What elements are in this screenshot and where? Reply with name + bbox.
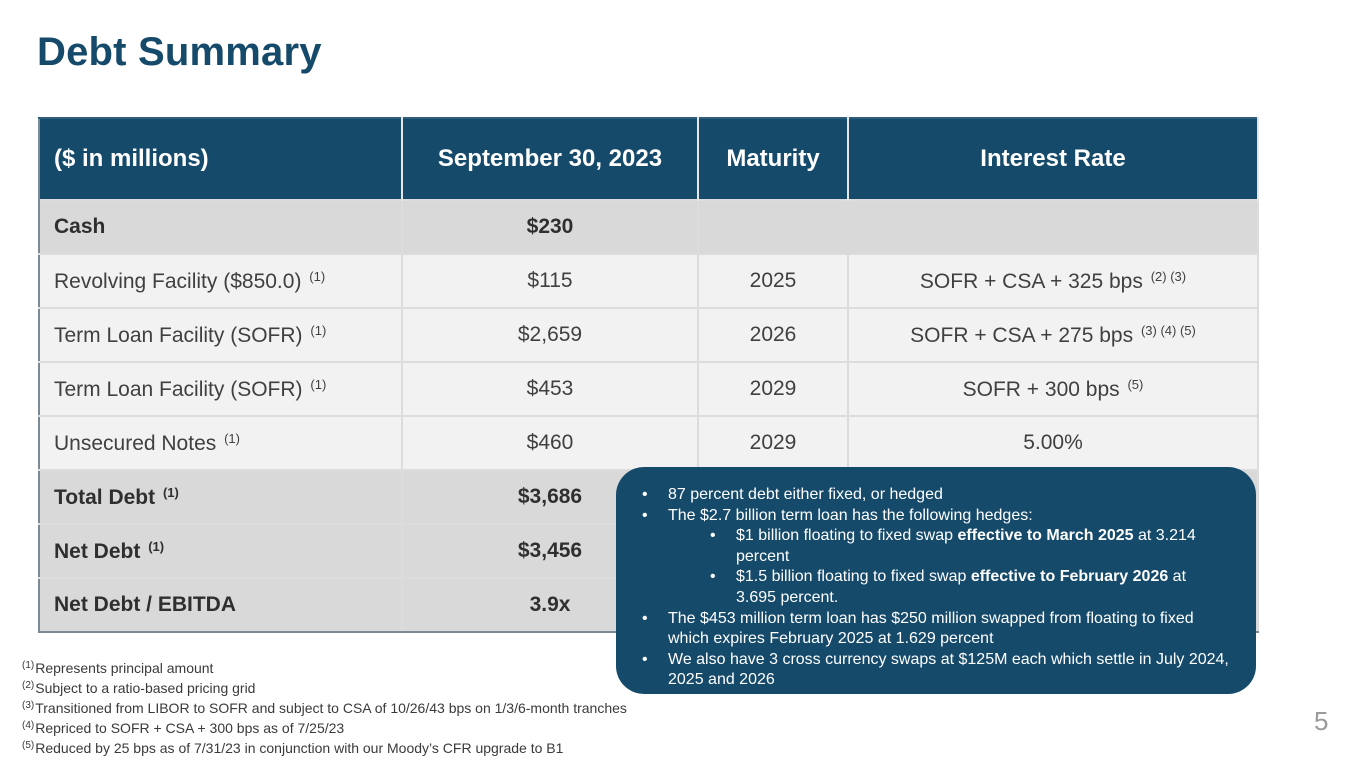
callout-bullet: 87 percent debt either fixed, or hedged <box>642 485 1230 506</box>
header-interest-rate: Interest Rate <box>847 117 1259 200</box>
row-rate: 5.00% <box>847 415 1259 471</box>
callout-bullet: We also have 3 cross currency swaps at $… <box>642 650 1230 691</box>
footnote: (5)Reduced by 25 bps as of 7/31/23 in co… <box>22 740 564 756</box>
row-label: Total Debt (1) <box>38 469 403 525</box>
footnotes: (1)Represents principal amount (2)Subjec… <box>22 657 627 757</box>
table-row-cash: Cash $230 <box>38 199 1259 255</box>
footnote: (3)Transitioned from LIBOR to SOFR and s… <box>22 700 627 716</box>
footnote-ref: (1) <box>148 538 165 554</box>
footnote-ref: (1) <box>310 376 327 392</box>
table-row: Term Loan Facility (SOFR) (1) $2,659 202… <box>38 307 1259 363</box>
callout-bullet: The $2.7 billion term loan has the follo… <box>642 506 1230 527</box>
row-maturity: 2029 <box>697 361 849 417</box>
table-row: Term Loan Facility (SOFR) (1) $453 2029 … <box>38 361 1259 417</box>
footnote-ref: (1) <box>224 430 240 446</box>
footnote: (4)Repriced to SOFR + CSA + 300 bps as o… <box>22 720 345 736</box>
table-header-row: ($ in millions) September 30, 2023 Matur… <box>38 117 1259 200</box>
header-maturity: Maturity <box>697 117 849 200</box>
footnote-ref: (1) <box>309 268 326 284</box>
row-amount: $453 <box>401 361 699 417</box>
page-title: Debt Summary <box>37 30 322 74</box>
header-units: ($ in millions) <box>38 117 403 200</box>
row-label: Cash <box>38 199 403 255</box>
table-row: Unsecured Notes (1) $460 2029 5.00% <box>38 415 1259 471</box>
row-rate: SOFR + CSA + 325 bps (2) (3) <box>847 253 1259 309</box>
row-amount: $2,659 <box>401 307 699 363</box>
row-label: Term Loan Facility (SOFR) (1) <box>38 307 403 363</box>
row-maturity: 2029 <box>697 415 849 471</box>
row-rate: SOFR + CSA + 275 bps (3) (4) (5) <box>847 307 1259 363</box>
footnote-ref: (5) <box>1127 376 1144 392</box>
row-label: Term Loan Facility (SOFR) (1) <box>38 361 403 417</box>
callout-sub-bullet: $1 billion floating to fixed swap effect… <box>642 526 1230 567</box>
page-number: 5 <box>1314 706 1329 736</box>
row-maturity: 2025 <box>697 253 849 309</box>
footnote-ref: (1) <box>310 322 327 338</box>
row-label: Revolving Facility ($850.0) (1) <box>38 253 403 309</box>
row-rate: SOFR + 300 bps (5) <box>847 361 1259 417</box>
footnote-ref: (3) (4) (5) <box>1140 322 1196 338</box>
row-empty <box>697 199 1259 255</box>
row-label: Unsecured Notes (1) <box>38 415 403 471</box>
row-label: Net Debt (1) <box>38 523 403 579</box>
header-date: September 30, 2023 <box>401 117 699 200</box>
footnote-ref: (1) <box>162 484 179 500</box>
row-maturity: 2026 <box>697 307 849 363</box>
hedge-callout: 87 percent debt either fixed, or hedged … <box>616 467 1256 694</box>
row-amount: $230 <box>401 199 699 255</box>
callout-sub-bullet: $1.5 billion floating to fixed swap effe… <box>642 567 1230 608</box>
callout-bullet: The $453 million term loan has $250 mill… <box>642 609 1230 650</box>
footnote-ref: (2) (3) <box>1150 268 1187 284</box>
row-label: Net Debt / EBITDA <box>38 577 403 633</box>
footnote: (2)Subject to a ratio-based pricing grid <box>22 680 256 696</box>
footnote: (1)Represents principal amount <box>22 660 214 676</box>
row-amount: $115 <box>401 253 699 309</box>
table-row: Revolving Facility ($850.0) (1) $115 202… <box>38 253 1259 309</box>
row-amount: $460 <box>401 415 699 471</box>
